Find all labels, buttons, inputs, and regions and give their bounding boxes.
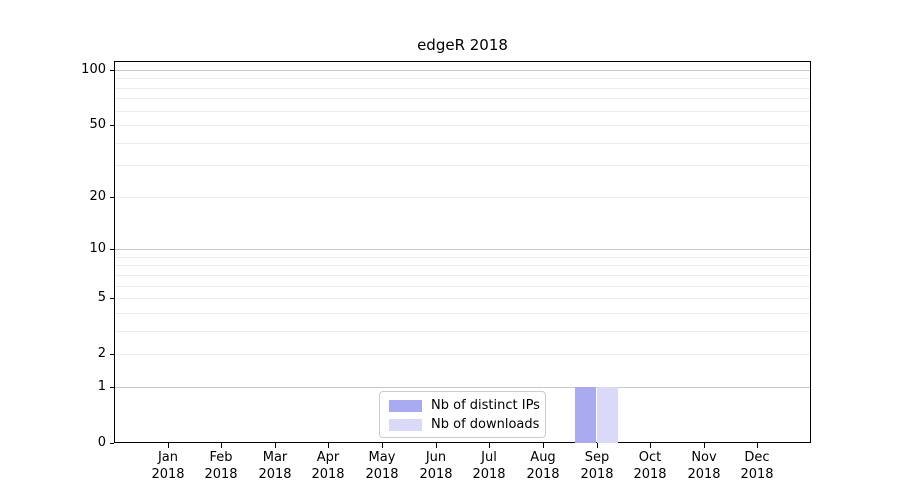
y-tick-mark-50 — [110, 125, 114, 126]
legend-entry-distinct-ips: Nb of distinct IPs — [389, 398, 540, 413]
x-tick-label-line: 2018 — [204, 467, 238, 482]
legend-entry-downloads: Nb of downloads — [389, 417, 540, 432]
x-tick-label-line: 2018 — [258, 467, 292, 482]
gridline-major-100 — [115, 70, 810, 71]
x-tick-label-line: Nov — [691, 450, 717, 465]
x-tick-label-5: Jun 2018 — [400, 449, 472, 483]
gridline-major-10 — [115, 249, 810, 250]
y-tick-mark-0 — [110, 443, 114, 444]
gridline-minor-6 — [115, 286, 810, 287]
y-tick-label-50: 50 — [89, 117, 106, 132]
gridline-minor-40 — [115, 143, 810, 144]
y-tick-mark-5 — [110, 298, 114, 299]
gridline-minor-90 — [115, 78, 810, 79]
x-tick-label-line: 2018 — [740, 467, 774, 482]
x-tick-label-9: Oct 2018 — [614, 449, 686, 483]
y-tick-label-20: 20 — [89, 189, 106, 204]
gridline-minor-70 — [115, 98, 810, 99]
x-tick-label-line: Jul — [481, 450, 497, 465]
gridline-minor-3 — [115, 331, 810, 332]
gridline-minor-50 — [115, 125, 810, 126]
y-tick-label-10: 10 — [89, 241, 106, 256]
x-tick-label-8: Sep 2018 — [561, 449, 633, 483]
y-tick-mark-10 — [110, 249, 114, 250]
y-tick-mark-100 — [110, 70, 114, 71]
x-tick-mark-0 — [168, 443, 169, 448]
gridline-minor-2 — [115, 354, 810, 355]
gridline-minor-80 — [115, 88, 810, 89]
x-tick-label-line: 2018 — [580, 467, 614, 482]
gridline-minor-7 — [115, 275, 810, 276]
x-tick-label-2: Mar 2018 — [239, 449, 311, 483]
y-tick-label-2: 2 — [97, 346, 106, 361]
y-tick-label-100: 100 — [81, 62, 106, 77]
legend: Nb of distinct IPs Nb of downloads — [379, 391, 546, 438]
legend-swatch-downloads — [389, 418, 422, 431]
x-tick-label-1: Feb 2018 — [185, 449, 257, 483]
x-tick-label-line: 2018 — [633, 467, 667, 482]
x-tick-label-line: Jun — [425, 450, 447, 465]
x-tick-mark-8 — [597, 443, 598, 448]
x-tick-label-line: 2018 — [472, 467, 506, 482]
x-tick-label-7: Aug 2018 — [507, 449, 579, 483]
gridline-minor-9 — [115, 257, 810, 258]
gridline-minor-5 — [115, 298, 810, 299]
x-tick-mark-11 — [757, 443, 758, 448]
x-tick-label-line: Aug — [530, 450, 556, 465]
x-tick-mark-3 — [328, 443, 329, 448]
x-tick-label-0: Jan 2018 — [132, 449, 204, 483]
legend-label-distinct-ips: Nb of distinct IPs — [431, 398, 540, 413]
x-tick-label-11: Dec 2018 — [721, 449, 793, 483]
gridline-minor-20 — [115, 197, 810, 198]
x-tick-label-3: Apr 2018 — [292, 449, 364, 483]
gridline-minor-4 — [115, 313, 810, 314]
gridline-major-1 — [115, 387, 810, 388]
x-tick-label-line: Jan — [157, 450, 179, 465]
y-tick-mark-1 — [110, 387, 114, 388]
x-tick-label-line: 2018 — [687, 467, 721, 482]
gridline-minor-8 — [115, 265, 810, 266]
legend-label-downloads: Nb of downloads — [431, 417, 540, 432]
x-tick-label-line: Mar — [262, 450, 288, 465]
x-tick-mark-6 — [489, 443, 490, 448]
legend-swatch-distinct-ips — [389, 399, 422, 412]
x-tick-label-4: May 2018 — [346, 449, 418, 483]
x-tick-label-line: Apr — [316, 450, 340, 465]
x-tick-label-line: 2018 — [526, 467, 560, 482]
x-tick-label-6: Jul 2018 — [453, 449, 525, 483]
x-tick-mark-4 — [382, 443, 383, 448]
chart-title: edgeR 2018 — [417, 36, 508, 54]
plot-area — [114, 61, 811, 443]
x-tick-mark-2 — [275, 443, 276, 448]
bar-nb-of-distinct-ips-Sep-2018 — [575, 387, 596, 443]
bar-nb-of-downloads-Sep-2018 — [597, 387, 618, 443]
x-tick-label-line: Feb — [209, 450, 233, 465]
x-tick-label-line: 2018 — [311, 467, 345, 482]
x-tick-mark-1 — [221, 443, 222, 448]
x-tick-mark-5 — [436, 443, 437, 448]
y-tick-label-5: 5 — [97, 290, 106, 305]
y-tick-label-0: 0 — [97, 435, 106, 450]
y-tick-label-1: 1 — [97, 379, 106, 394]
x-tick-label-line: May — [368, 450, 396, 465]
x-tick-mark-9 — [650, 443, 651, 448]
x-tick-label-line: Sep — [584, 450, 610, 465]
x-tick-label-10: Nov 2018 — [668, 449, 740, 483]
x-tick-mark-7 — [543, 443, 544, 448]
x-tick-label-line: 2018 — [151, 467, 185, 482]
y-tick-mark-2 — [110, 354, 114, 355]
gridline-minor-60 — [115, 111, 810, 112]
x-tick-label-line: Dec — [744, 450, 770, 465]
y-tick-mark-20 — [110, 197, 114, 198]
x-tick-label-line: 2018 — [419, 467, 453, 482]
x-tick-label-line: 2018 — [365, 467, 399, 482]
gridline-minor-30 — [115, 165, 810, 166]
x-tick-mark-10 — [704, 443, 705, 448]
x-tick-label-line: Oct — [638, 450, 662, 465]
